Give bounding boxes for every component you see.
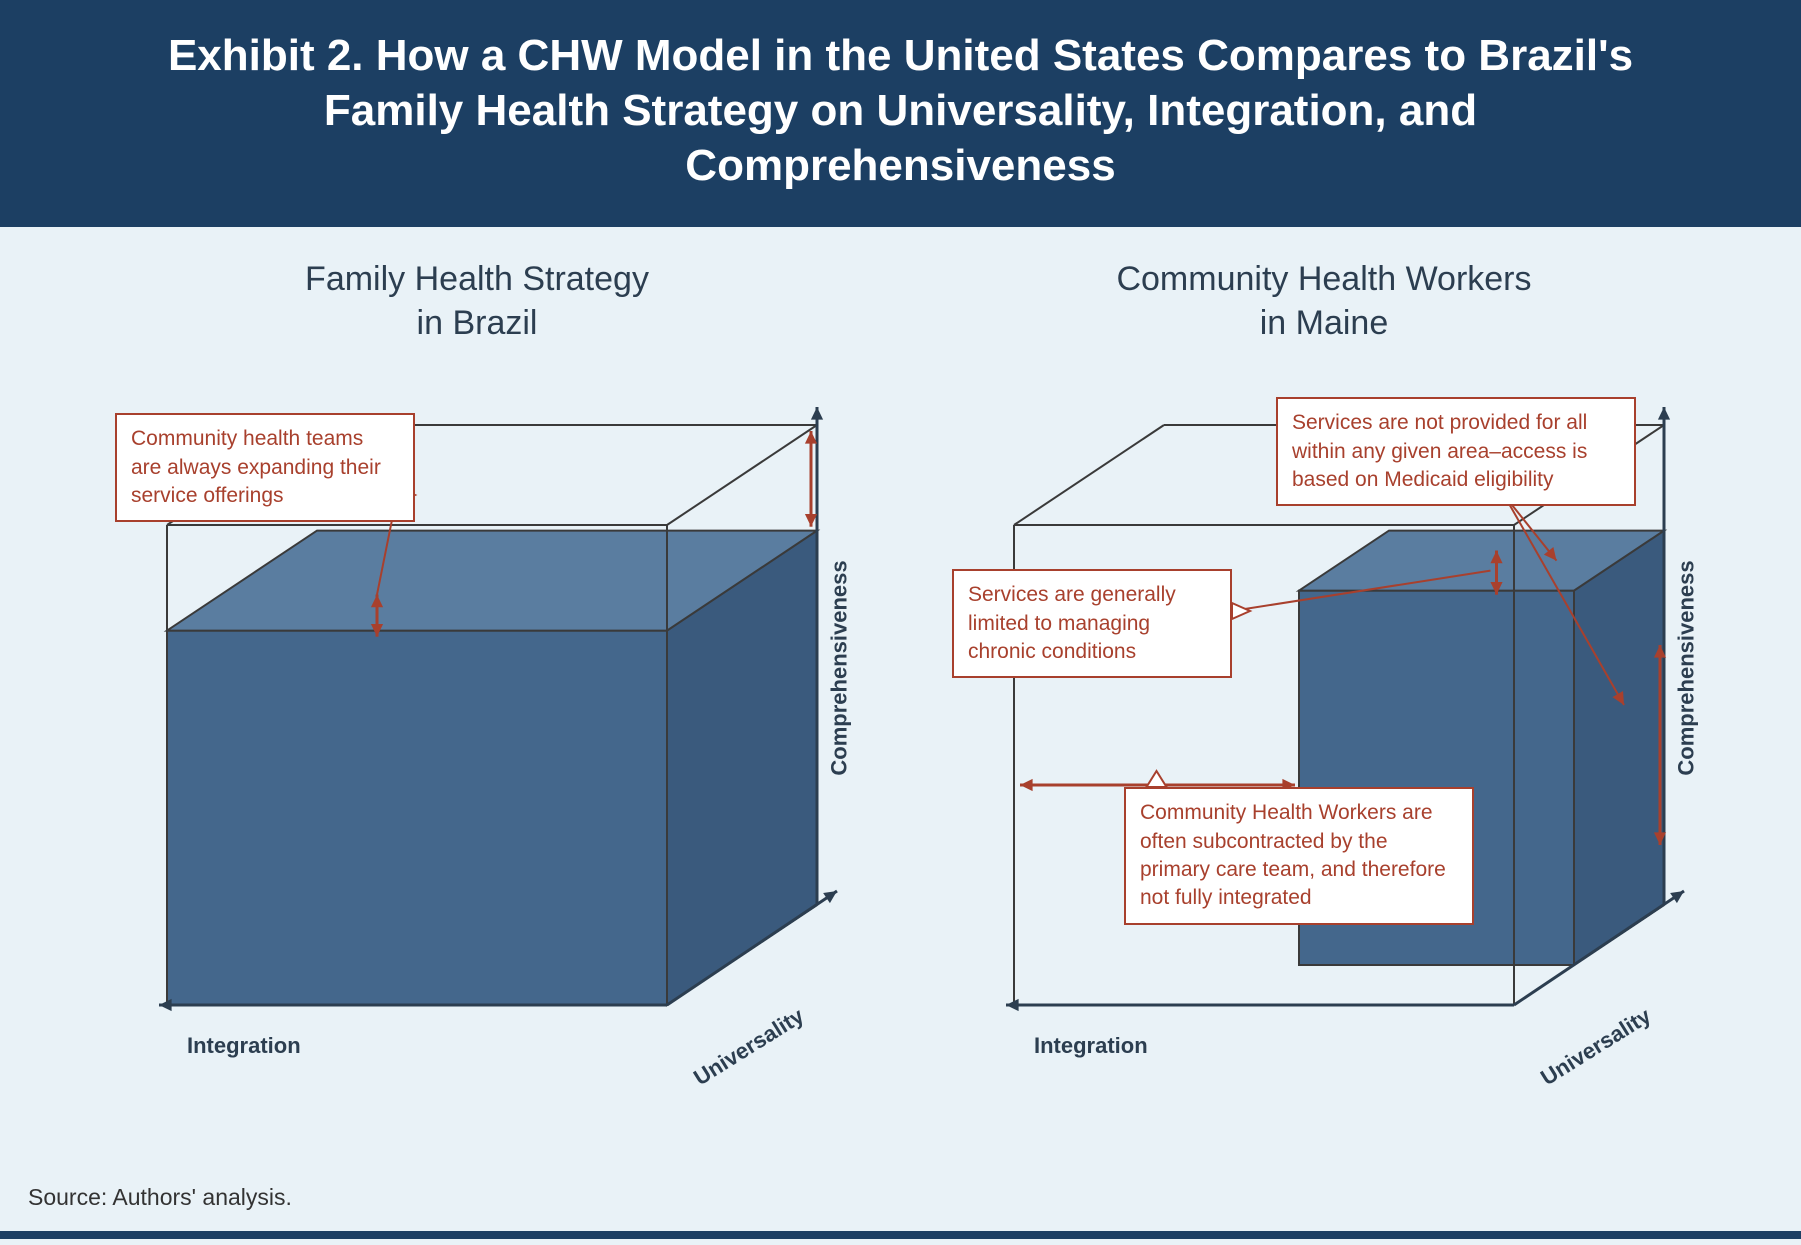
panel-maine: Community Health Workersin Maine Service… (914, 257, 1734, 1075)
panel-title-maine: Community Health Workersin Maine (1116, 257, 1531, 345)
callout-chronic: Services are generally limited to managi… (952, 569, 1232, 678)
panels-row: Family Health Strategyin Brazil Communit… (0, 227, 1801, 1095)
axis-comprehensiveness-label-left: Comprehensiveness (826, 561, 852, 776)
exhibit-title: Exhibit 2. How a CHW Model in the United… (120, 28, 1681, 193)
callout-subcontracted: Community Health Workers are often subco… (1124, 787, 1474, 924)
axis-comprehensiveness-label-right: Comprehensiveness (1673, 561, 1699, 776)
title-bar: Exhibit 2. How a CHW Model in the United… (0, 0, 1801, 227)
callout-expanding: Community health teams are always expand… (115, 413, 415, 522)
exhibit-root: Exhibit 2. How a CHW Model in the United… (0, 0, 1801, 1245)
source-text: Source: Authors' analysis. (28, 1184, 292, 1211)
axis-integration-label-right: Integration (1034, 1033, 1148, 1059)
stage-maine: Services are not provided for all within… (944, 375, 1704, 1075)
callout-access: Services are not provided for all within… (1276, 397, 1636, 506)
stage-brazil: Community health teams are always expand… (97, 375, 857, 1075)
axis-integration-label-left: Integration (187, 1033, 301, 1059)
panel-brazil: Family Health Strategyin Brazil Communit… (67, 257, 887, 1075)
panel-title-brazil: Family Health Strategyin Brazil (305, 257, 649, 345)
footer-bar (0, 1231, 1801, 1239)
